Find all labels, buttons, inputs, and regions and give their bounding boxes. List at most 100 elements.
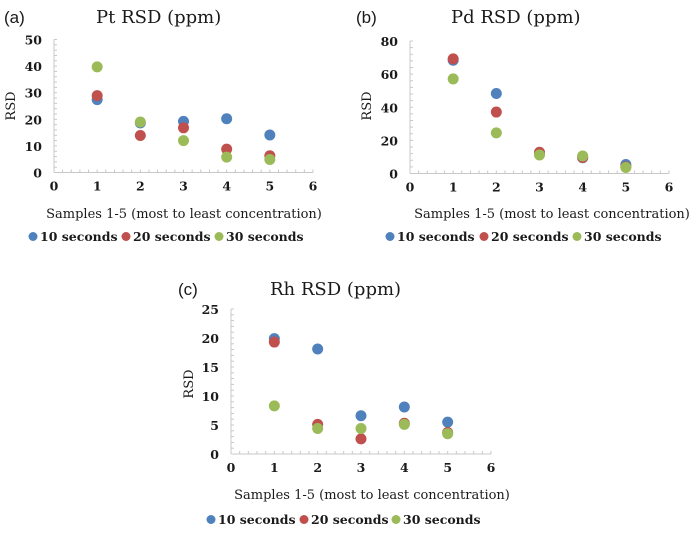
data-point <box>355 410 367 422</box>
legend-label: 10 seconds <box>40 229 118 244</box>
y-tick-label: 30 <box>25 86 43 101</box>
legend-marker <box>214 232 224 241</box>
data-point <box>312 422 324 434</box>
legend-marker <box>385 232 395 241</box>
data-point <box>355 422 367 434</box>
legend-label: 10 seconds <box>218 512 296 527</box>
x-tick-label: 0 <box>227 460 236 475</box>
chart-panel-c: (c) Rh RSD (ppm) RSD Samples 1-5 (most t… <box>178 279 510 527</box>
data-point <box>490 88 502 100</box>
x-tick-label: 5 <box>443 460 452 475</box>
data-point <box>355 433 367 445</box>
chart-title: Pd RSD (ppm) <box>451 7 581 28</box>
y-tick-label: 80 <box>381 34 399 49</box>
x-tick-label: 2 <box>492 180 501 195</box>
y-tick-label: 20 <box>25 112 43 127</box>
legend-label: 10 seconds <box>397 229 475 244</box>
x-tick-label: 6 <box>309 179 318 194</box>
x-tick-label: 4 <box>222 179 231 194</box>
axes <box>230 308 492 455</box>
legend-label: 30 seconds <box>226 229 304 244</box>
y-tick-label: 20 <box>202 331 220 346</box>
legend-label: 20 seconds <box>133 229 211 244</box>
tick-labels: 0 1 2 3 4 5 6 0 5 10 15 20 25 <box>202 302 496 475</box>
x-tick-label: 4 <box>578 180 587 195</box>
legend-marker <box>121 232 131 241</box>
legend: 10 seconds 20 seconds 30 seconds <box>206 512 481 527</box>
data-point <box>442 428 454 440</box>
panel-label: (c) <box>178 280 198 299</box>
y-axis-title: RSD <box>360 91 375 120</box>
tick-labels: 0 1 2 3 4 5 6 0 10 20 30 40 50 <box>25 33 318 194</box>
y-tick-label: 25 <box>202 302 219 317</box>
x-tick-label: 1 <box>93 179 102 194</box>
data-point <box>221 143 233 155</box>
legend-marker <box>391 515 401 524</box>
x-tick-label: 6 <box>487 460 496 475</box>
legend-label: 20 seconds <box>491 229 569 244</box>
data-point <box>398 418 410 430</box>
data-point <box>134 116 146 128</box>
data-points <box>91 61 276 165</box>
data-point <box>178 135 189 147</box>
x-tick-label: 3 <box>535 180 544 195</box>
x-axis-title: Samples 1-5 (most to least concentration… <box>414 207 690 222</box>
x-tick-label: 2 <box>313 460 322 475</box>
y-tick-label: 60 <box>381 67 399 82</box>
data-point <box>264 153 276 165</box>
data-point <box>490 127 502 139</box>
x-tick-label: 3 <box>179 179 188 194</box>
y-tick-label: 50 <box>25 33 43 48</box>
legend-marker <box>479 232 489 241</box>
y-tick-label: 0 <box>389 167 398 182</box>
data-point <box>91 61 103 73</box>
legend: 10 seconds 20 seconds 30 seconds <box>385 229 662 244</box>
data-point <box>447 73 459 85</box>
legend-label: 30 seconds <box>403 512 481 527</box>
y-tick-label: 20 <box>381 133 399 148</box>
data-point <box>134 130 146 142</box>
data-point <box>221 151 233 163</box>
data-point <box>312 343 324 355</box>
y-tick-label: 0 <box>210 447 219 462</box>
y-tick-label: 5 <box>210 418 219 433</box>
legend-marker <box>206 515 216 524</box>
x-tick-label: 6 <box>665 180 674 195</box>
y-axis-title: RSD <box>4 91 19 120</box>
y-axis-title: RSD <box>182 369 197 398</box>
chart-title: Rh RSD (ppm) <box>270 279 401 300</box>
x-axis-title: Samples 1-5 (most to least concentration… <box>46 207 322 222</box>
axes <box>53 39 314 173</box>
chart-title: Pt RSD (ppm) <box>96 7 221 28</box>
x-tick-label: 0 <box>406 180 415 195</box>
data-point <box>490 106 502 118</box>
data-point <box>91 90 103 102</box>
x-tick-label: 1 <box>449 180 458 195</box>
data-point <box>178 122 189 134</box>
data-point <box>577 150 589 162</box>
y-tick-label: 15 <box>202 360 219 375</box>
x-tick-label: 1 <box>270 460 279 475</box>
x-tick-label: 2 <box>136 179 145 194</box>
legend-marker <box>299 515 309 524</box>
y-tick-label: 10 <box>25 139 43 154</box>
chart-panel-b: (b) Pd RSD (ppm) RSD Samples 1-5 (most t… <box>356 7 690 244</box>
x-tick-label: 5 <box>265 179 274 194</box>
legend-marker <box>572 232 582 241</box>
x-tick-label: 4 <box>400 460 409 475</box>
panel-label: (a) <box>4 8 25 27</box>
y-tick-label: 40 <box>381 100 399 115</box>
legend: 10 seconds 20 seconds 30 seconds <box>28 229 304 244</box>
data-point <box>221 113 233 125</box>
legend-label: 30 seconds <box>584 229 662 244</box>
y-tick-label: 10 <box>202 389 220 404</box>
legend-marker <box>28 232 38 241</box>
x-tick-label: 3 <box>357 460 366 475</box>
data-point <box>442 416 454 428</box>
data-point <box>620 162 632 174</box>
panel-label: (b) <box>356 8 377 27</box>
chart-panel-a: (a) Pt RSD (ppm) RSD Samples 1-5 (most t… <box>4 7 322 244</box>
y-tick-label: 0 <box>33 166 42 181</box>
